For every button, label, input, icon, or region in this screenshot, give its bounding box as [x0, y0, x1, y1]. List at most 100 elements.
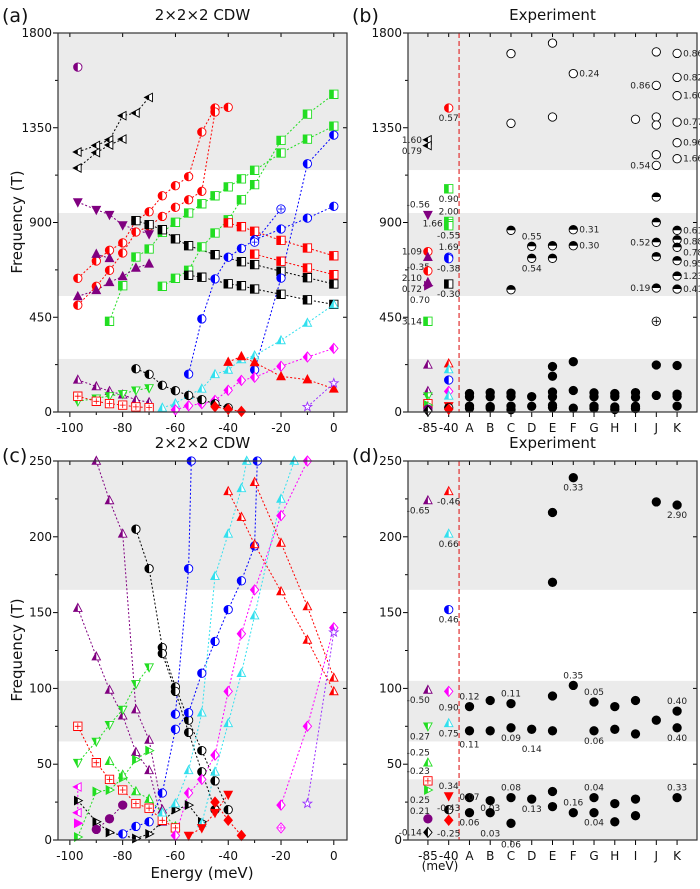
marker-fill [132, 755, 136, 764]
marker-tri-down [443, 792, 454, 802]
data-label: 0.66 [439, 540, 459, 550]
data-label: -0.55 [437, 232, 460, 242]
x-tick-label: -60 [166, 421, 186, 435]
data-label: 0.04 [584, 819, 604, 829]
data-point [547, 691, 558, 701]
panel-label-b: (b) [352, 5, 379, 27]
marker-circle [610, 701, 620, 712]
x-tick-label: C [507, 849, 515, 863]
data-point [91, 824, 101, 835]
data-point [672, 391, 682, 402]
y-tick-label: 50 [387, 757, 402, 771]
data-point [72, 781, 82, 792]
data-label: -0.50 [407, 696, 431, 706]
data-label: 0.57 [439, 114, 459, 124]
data-point [443, 814, 454, 827]
series-line [135, 529, 229, 810]
data-point [547, 38, 558, 48]
data-point [118, 829, 128, 839]
y-tick-label: 200 [379, 530, 402, 544]
data-point [91, 758, 101, 768]
marker-circle [610, 817, 620, 827]
marker-fill [184, 241, 189, 250]
marker-circle [485, 695, 495, 706]
data-point [144, 663, 155, 673]
data-point [72, 807, 82, 818]
data-label: 0.33 [563, 484, 583, 494]
marker-fill [527, 242, 536, 247]
data-label: 0.06 [501, 841, 521, 851]
marker-fill [652, 238, 661, 243]
data-point [547, 112, 558, 122]
marker-fill [423, 317, 428, 326]
marker-fill [73, 810, 78, 816]
marker-cross [93, 398, 100, 405]
series-line [254, 208, 282, 243]
data-point [672, 723, 682, 733]
data-point [422, 494, 433, 505]
data-label: -0.46 [437, 497, 461, 507]
x-tick-label: E [549, 849, 557, 863]
marker-circle [651, 160, 661, 171]
data-point [91, 455, 102, 465]
data-point [547, 392, 558, 402]
data-point [610, 798, 620, 809]
data-point [223, 356, 234, 366]
data-point [651, 237, 661, 247]
data-point [144, 793, 155, 803]
data-label: 0.16 [563, 799, 583, 809]
marker-fill [158, 191, 163, 201]
marker-diamond [443, 814, 454, 827]
data-point [104, 265, 115, 275]
data-label: 0.25 [410, 796, 430, 806]
data-point [328, 626, 340, 638]
marker-fill [210, 776, 215, 786]
marker-fill [158, 381, 163, 390]
data-point [118, 281, 128, 291]
data-point [144, 384, 155, 394]
data-point [443, 485, 454, 496]
marker-fill [276, 257, 281, 266]
data-point [672, 235, 682, 245]
x-tick-label: -20 [271, 421, 291, 435]
data-point [130, 680, 141, 690]
data-point [672, 91, 682, 101]
data-point [276, 266, 286, 276]
data-label: 0.03 [480, 830, 500, 840]
data-point [117, 528, 128, 538]
data-point [329, 89, 339, 99]
marker-fill [569, 225, 578, 230]
marker-fill [444, 103, 449, 113]
data-point [130, 785, 141, 796]
x-tick-label: H [610, 849, 619, 863]
marker-tri-up [144, 258, 155, 268]
marker-cross [119, 402, 126, 409]
data-point [276, 273, 286, 283]
marker-fill [106, 828, 110, 837]
y-tick-label: 150 [29, 606, 52, 620]
marker-circle [568, 385, 578, 396]
marker-circle [651, 112, 661, 122]
data-point [223, 252, 233, 262]
marker-cross [278, 206, 284, 212]
data-point [249, 538, 260, 549]
data-point [422, 134, 432, 145]
x-tick-label: 0 [330, 421, 338, 435]
marker-fill [158, 282, 163, 291]
x-tick-label: I [634, 849, 638, 863]
marker-fill [118, 829, 123, 839]
marker-circle [506, 48, 516, 59]
data-point [464, 403, 475, 413]
data-point [130, 386, 141, 396]
marker-fill [237, 222, 242, 231]
data-point [210, 250, 220, 260]
data-point [302, 109, 313, 119]
data-point [131, 364, 141, 374]
data-point [485, 392, 495, 402]
data-point [444, 375, 454, 385]
data-point [651, 283, 661, 293]
data-point [104, 316, 115, 326]
marker-fill [423, 405, 428, 416]
marker-fill [91, 150, 97, 156]
marker-fill [158, 212, 163, 221]
